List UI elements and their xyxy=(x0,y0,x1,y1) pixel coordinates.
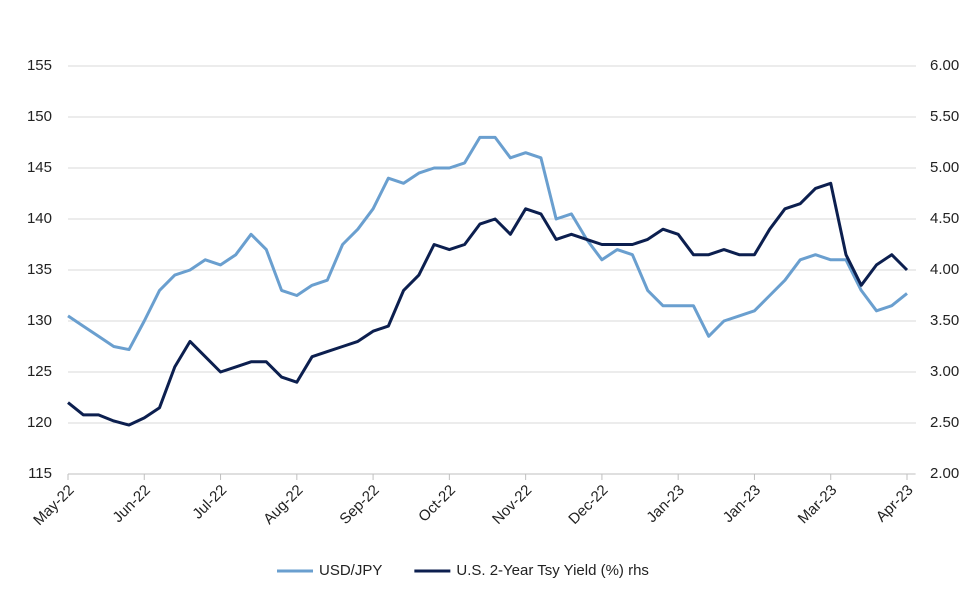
x-tick-label: Apr-23 xyxy=(873,482,917,526)
y2-tick-label: 5.50 xyxy=(930,108,959,125)
legend-label: USD/JPY xyxy=(319,562,382,579)
series-line xyxy=(67,135,908,352)
y-tick-label: 125 xyxy=(27,363,52,380)
y-tick-label: 115 xyxy=(28,465,52,482)
y2-tick-label: 4.00 xyxy=(930,261,959,278)
y2-tick-label: 6.00 xyxy=(930,57,959,74)
y-tick-label: 135 xyxy=(27,261,52,278)
x-tick-label: May-22 xyxy=(30,482,77,529)
x-tick-label: Aug-22 xyxy=(260,482,306,528)
y2-tick-label: 2.50 xyxy=(930,414,959,431)
y-tick-label: 140 xyxy=(27,210,52,227)
x-tick-label: Sep-22 xyxy=(336,482,382,528)
y-tick-label: 120 xyxy=(27,414,52,431)
y-tick-label: 130 xyxy=(27,312,52,329)
x-tick-label: Dec-22 xyxy=(565,482,611,528)
y2-tick-label: 3.00 xyxy=(930,363,959,380)
x-tick-label: Jun-22 xyxy=(109,482,153,526)
x-tick-label: Jan-23 xyxy=(643,482,687,526)
y-tick-label: 145 xyxy=(27,159,52,176)
y2-tick-label: 3.50 xyxy=(930,312,959,329)
y2-tick-label: 5.00 xyxy=(930,159,959,176)
x-tick-label: Jul-22 xyxy=(189,482,230,523)
x-tick-label: Mar-23 xyxy=(795,482,841,528)
x-tick-label: Oct-22 xyxy=(415,482,459,526)
y2-tick-label: 4.50 xyxy=(930,210,959,227)
x-tick-label: Jan-23 xyxy=(720,482,764,526)
y-tick-label: 155 xyxy=(27,57,52,74)
x-tick-label: Nov-22 xyxy=(489,482,535,528)
legend-label: U.S. 2-Year Tsy Yield (%) rhs xyxy=(456,562,649,579)
y-tick-label: 150 xyxy=(27,108,52,125)
y2-tick-label: 2.00 xyxy=(930,465,959,482)
series-line xyxy=(67,181,909,427)
